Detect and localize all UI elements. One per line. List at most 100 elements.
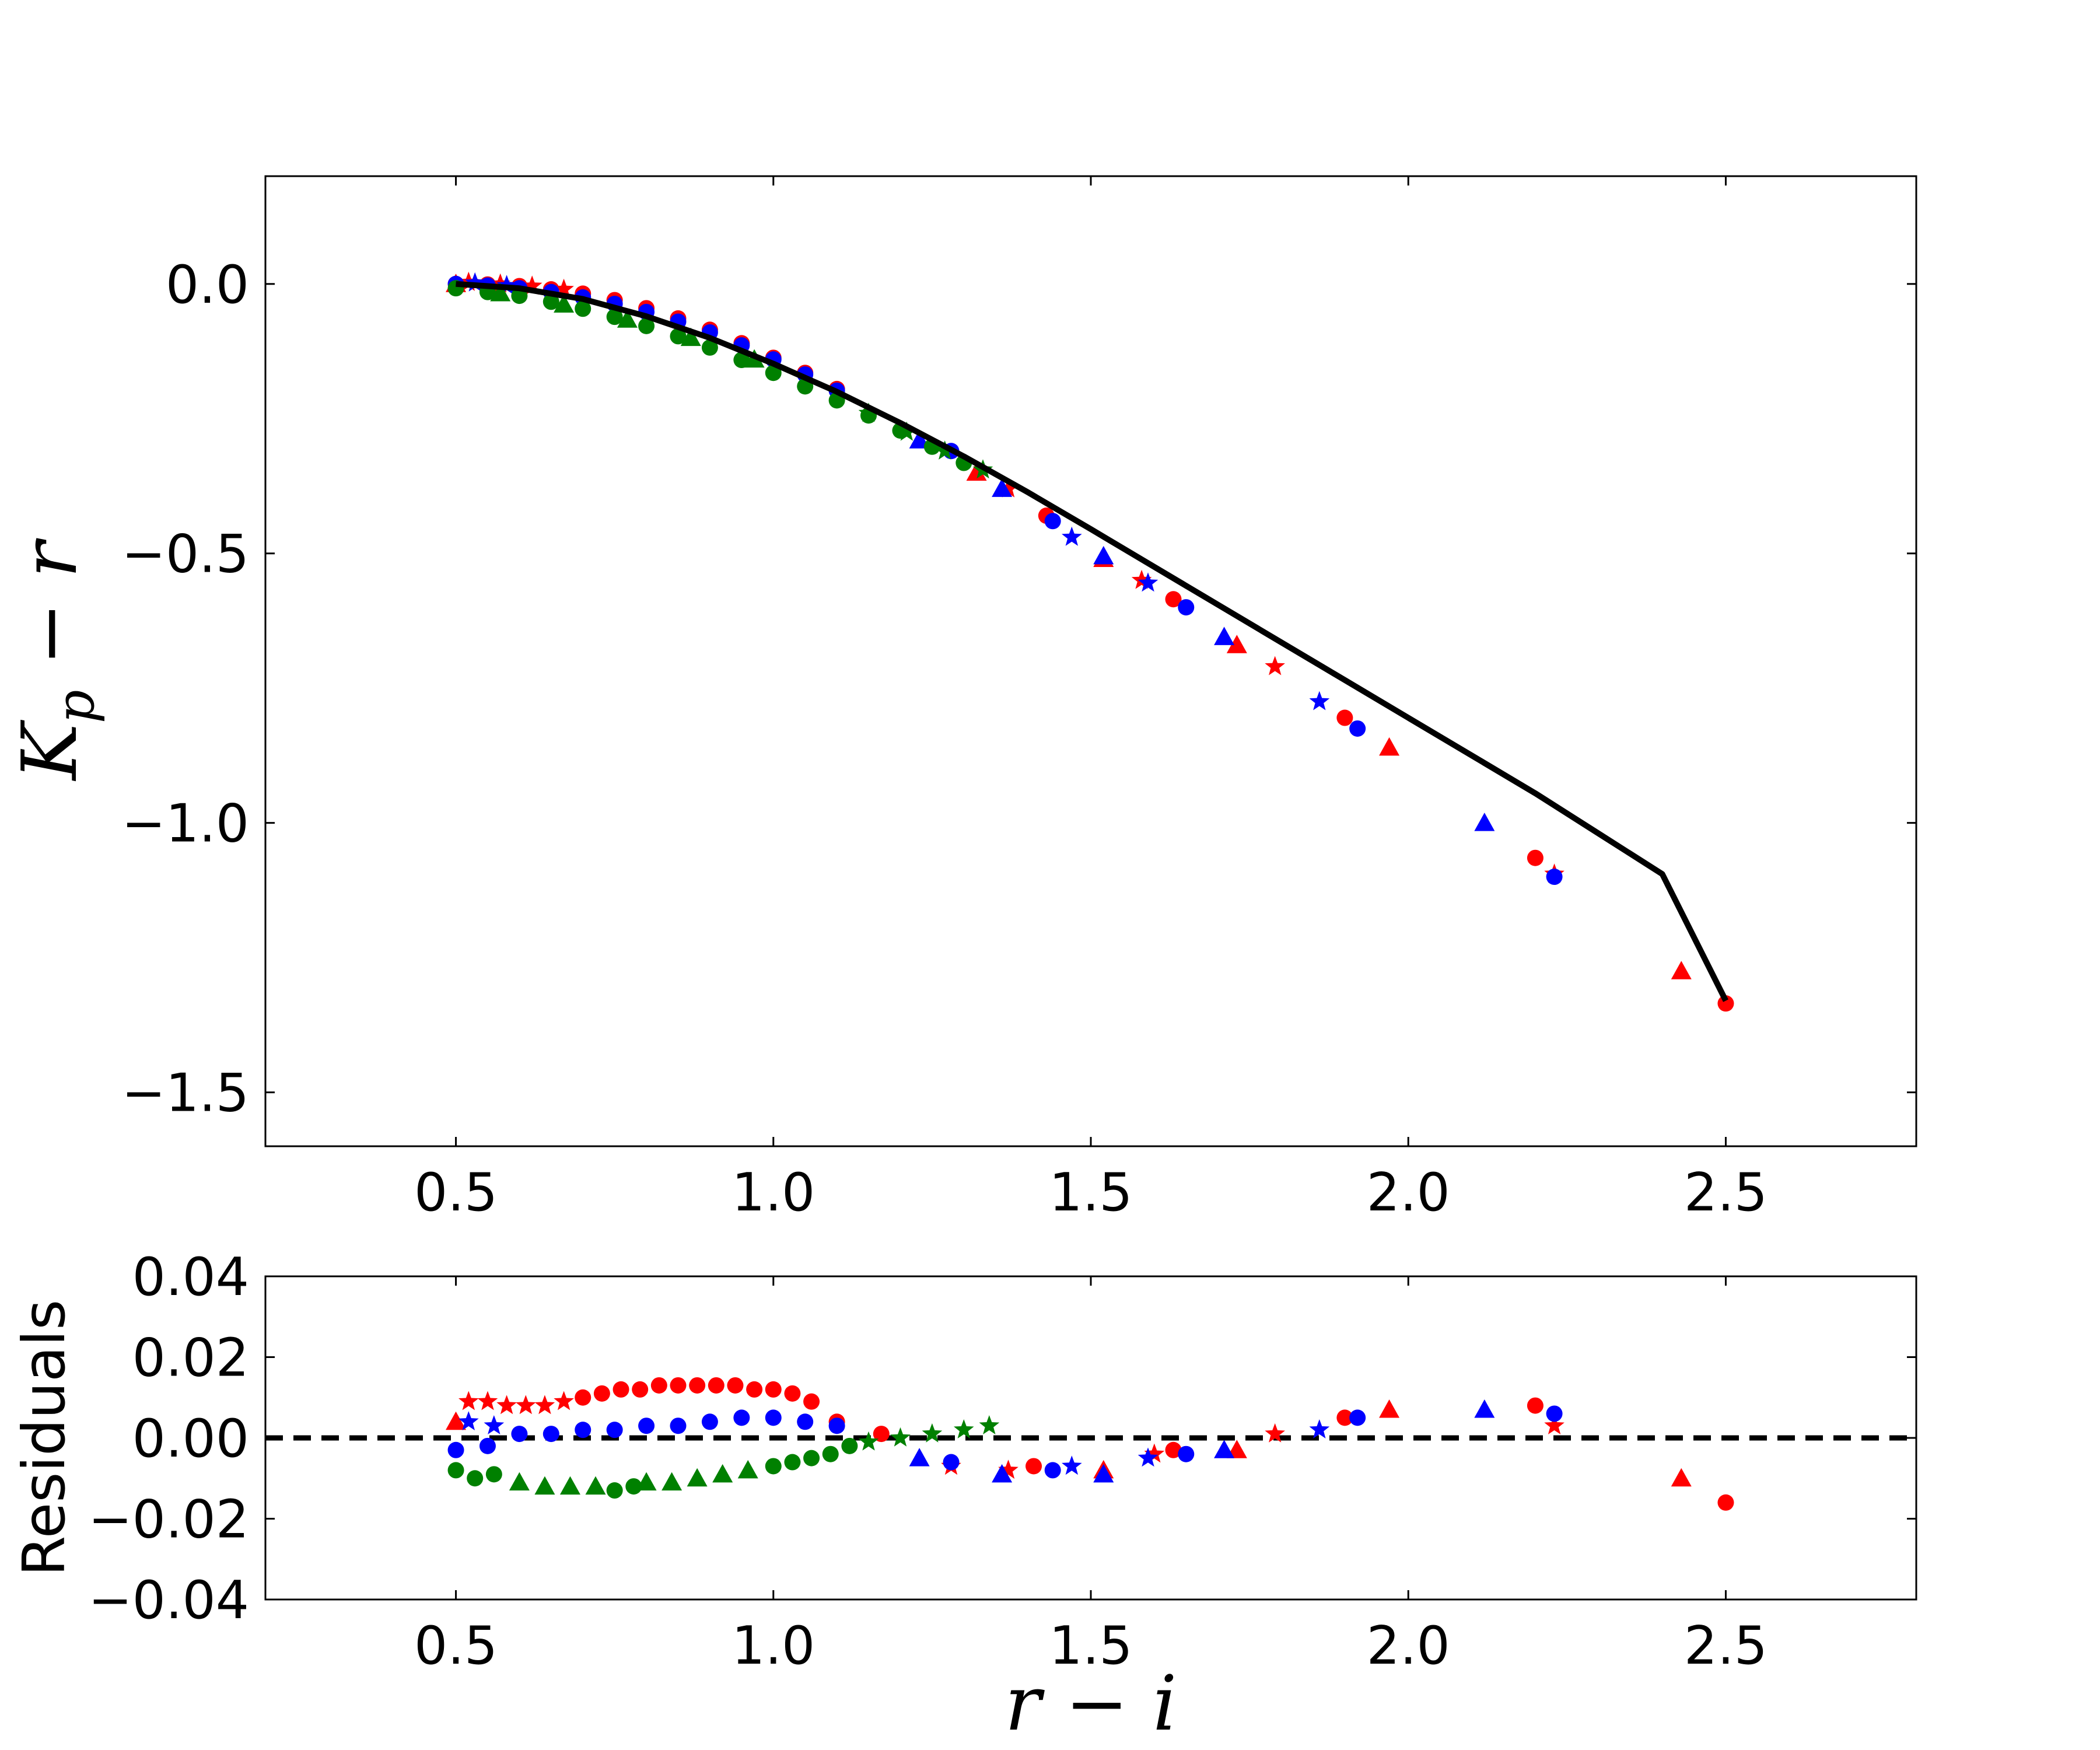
data-point (998, 1460, 1019, 1479)
data-point (841, 1437, 858, 1454)
data-point (733, 1409, 750, 1426)
data-point (662, 1472, 682, 1491)
data-point (1309, 691, 1330, 710)
data-point (1093, 1464, 1114, 1483)
x-tick-label: 1.0 (732, 1162, 815, 1223)
data-point (670, 1418, 687, 1434)
data-point (670, 328, 687, 345)
data-point (1214, 1440, 1235, 1458)
data-point (585, 1476, 606, 1495)
data-point (803, 1450, 820, 1466)
data-point (1178, 1446, 1195, 1462)
data-point (554, 1391, 574, 1410)
data-point (979, 1415, 1000, 1434)
data-point (680, 327, 701, 346)
data-point (1044, 1462, 1061, 1479)
fit-line (456, 281, 1728, 1002)
data-point (746, 1381, 763, 1398)
series-5 (909, 430, 1495, 831)
y-tick-label: −0.5 (121, 524, 249, 585)
data-point (701, 1413, 718, 1430)
data-point (575, 1389, 592, 1406)
data-point (935, 440, 955, 460)
data-point (509, 1472, 530, 1491)
series-6 (447, 280, 972, 471)
series-4 (459, 1411, 1330, 1475)
residuals-y-axis-label: Residuals (10, 1300, 78, 1576)
series-7 (490, 282, 765, 368)
series-2 (446, 274, 1692, 979)
data-point (998, 478, 1019, 498)
series-8 (858, 1415, 1000, 1451)
data-point (467, 1470, 484, 1487)
axes-frame (264, 175, 1917, 1147)
data-point (593, 1385, 610, 1402)
series-6 (447, 1437, 858, 1499)
data-point (727, 1377, 744, 1394)
data-point (606, 1482, 623, 1499)
y-tick-label: 0.0 (166, 254, 249, 316)
data-point (858, 402, 879, 422)
series-3 (447, 1405, 1563, 1479)
data-point (765, 1458, 782, 1475)
data-point (737, 1460, 758, 1479)
data-point (689, 1377, 706, 1394)
data-point (858, 1431, 879, 1451)
data-point (966, 462, 987, 481)
data-point (992, 478, 1013, 497)
data-point (954, 1419, 974, 1438)
data-point (542, 293, 559, 310)
data-point (1178, 599, 1195, 616)
data-point (1309, 1419, 1330, 1438)
plot-area (265, 1377, 1916, 1511)
series-5 (909, 1399, 1495, 1483)
data-point (485, 1466, 502, 1483)
data-point (765, 1409, 782, 1426)
data-point (1546, 869, 1563, 886)
data-point (1138, 1447, 1158, 1467)
data-point (617, 309, 638, 328)
data-point (1671, 1468, 1692, 1487)
data-point (1138, 572, 1158, 592)
y-tick-label: −0.02 (88, 1489, 249, 1550)
data-point (477, 1391, 498, 1410)
x-axis-label: r − i (1005, 1659, 1177, 1748)
x-tick-label: 0.5 (414, 1162, 498, 1223)
data-point (1226, 635, 1247, 653)
data-point (1336, 1409, 1353, 1426)
y-axis-label: Kp − r (5, 538, 106, 781)
data-point (606, 1422, 623, 1438)
data-point (516, 1395, 536, 1415)
series-1 (459, 1391, 1564, 1479)
data-point (459, 1411, 479, 1430)
data-point (1062, 1455, 1082, 1475)
data-point (559, 1476, 580, 1495)
data-point (1044, 513, 1061, 530)
data-point (784, 1454, 801, 1471)
y-tick-label: 0.00 (132, 1408, 249, 1469)
data-point (943, 1454, 960, 1471)
x-tick-label: 2.0 (1367, 1162, 1450, 1223)
x-tick-label: 0.5 (414, 1615, 498, 1676)
data-point (765, 1381, 782, 1398)
x-tick-label: 1.5 (1049, 1162, 1132, 1223)
series-3 (447, 275, 1563, 886)
data-point (542, 1426, 559, 1443)
data-point (1474, 813, 1495, 831)
data-point (1093, 545, 1114, 565)
data-point (1474, 1399, 1495, 1418)
series-1 (459, 271, 1564, 883)
data-point (784, 1385, 801, 1402)
data-point (511, 1426, 528, 1443)
data-point (638, 317, 655, 334)
x-tick-label: 1.0 (732, 1615, 815, 1676)
data-point (1265, 1423, 1285, 1443)
data-point (687, 1468, 708, 1487)
data-point (650, 1377, 667, 1394)
data-point (803, 1393, 820, 1410)
data-point (447, 1462, 464, 1479)
data-point (459, 1391, 479, 1410)
data-point (484, 1415, 505, 1434)
data-point (712, 1464, 733, 1483)
